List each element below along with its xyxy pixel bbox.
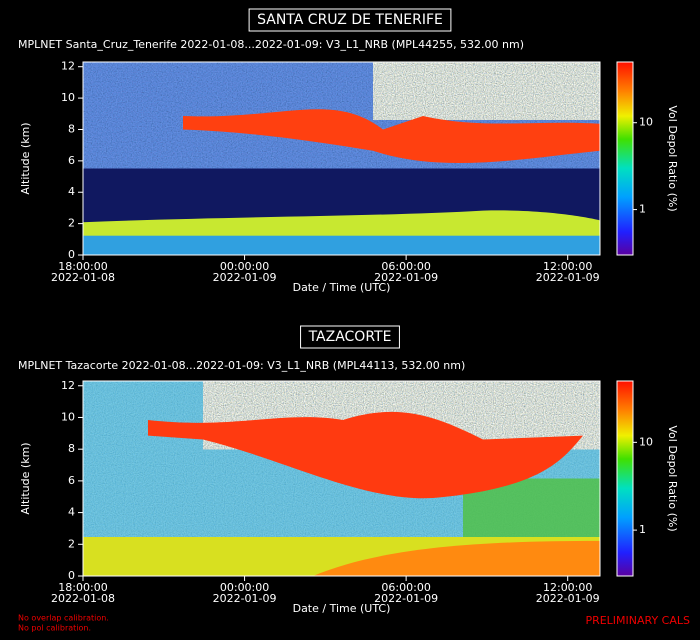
- y-tick-label: 6: [68, 154, 75, 167]
- colorbar: [616, 380, 634, 577]
- colorbar-tick-label: 10: [639, 116, 653, 129]
- plot-frame: [82, 380, 601, 577]
- colorbar-tick-label: 1: [639, 523, 646, 536]
- colorbar-tick-label: 10: [639, 435, 653, 448]
- y-tick-label: 10: [61, 91, 75, 104]
- title-box: [248, 8, 452, 32]
- colorbar: [616, 61, 634, 256]
- plot-frame: [82, 61, 601, 256]
- status: PRELIMINARY CALS: [585, 614, 690, 627]
- green-area: [463, 478, 600, 537]
- y-tick-label: 0: [68, 248, 75, 261]
- x-tick-label: 18:00:00: [58, 260, 107, 273]
- x-tick-date: 2022-01-09: [374, 271, 438, 284]
- x-tick-label: 06:00:00: [381, 260, 430, 273]
- title-box: [300, 325, 400, 349]
- noise-upper: [373, 62, 600, 120]
- note: No overlap calibration.: [18, 614, 109, 623]
- x-tick-date: 2022-01-09: [536, 271, 600, 284]
- y-tick-label: 6: [68, 474, 75, 487]
- x-tick-date: 2022-01-08: [51, 271, 115, 284]
- x-tick-date: 2022-01-09: [213, 271, 277, 284]
- x-tick-date: 2022-01-09: [374, 592, 438, 605]
- y-tick-label: 4: [68, 506, 75, 519]
- x-tick-date: 2022-01-09: [536, 592, 600, 605]
- layer-low: [83, 235, 600, 255]
- y-tick-label: 8: [68, 442, 75, 455]
- panel-title: SANTA CRUZ DE TENERIFE: [257, 12, 443, 28]
- cloud: [148, 411, 583, 499]
- y-tick-label: 8: [68, 122, 75, 135]
- y-axis-label: Altitude (km): [19, 122, 32, 194]
- x-tick-label: 06:00:00: [381, 581, 430, 594]
- colorbar-label: Vol Depol Ratio (%): [666, 425, 679, 531]
- note: No pol calibration.: [18, 624, 91, 633]
- x-tick-label: 00:00:00: [220, 260, 269, 273]
- y-tick-label: 2: [68, 537, 75, 550]
- y-tick-label: 12: [61, 379, 75, 392]
- panel-title: TAZACORTE: [308, 329, 392, 345]
- subtitle: MPLNET Tazacorte 2022-01-08...2022-01-09…: [18, 359, 465, 372]
- x-tick-label: 12:00:00: [543, 581, 592, 594]
- y-tick-label: 10: [61, 410, 75, 423]
- x-axis-label: Date / Time (UTC): [293, 281, 391, 294]
- heatmap: [83, 62, 600, 255]
- x-tick-label: 12:00:00: [543, 260, 592, 273]
- y-axis-label: Altitude (km): [19, 442, 32, 514]
- x-tick-label: 00:00:00: [220, 581, 269, 594]
- x-tick-date: 2022-01-09: [213, 592, 277, 605]
- heatmap: [83, 381, 600, 576]
- x-tick-label: 18:00:00: [58, 581, 107, 594]
- cloud: [183, 109, 600, 164]
- colorbar-tick-label: 1: [639, 203, 646, 216]
- colorbar-label: Vol Depol Ratio (%): [666, 105, 679, 211]
- y-tick-label: 12: [61, 60, 75, 73]
- layer-orange: [313, 540, 600, 576]
- y-tick-label: 0: [68, 569, 75, 582]
- subtitle: MPLNET Santa_Cruz_Tenerife 2022-01-08...…: [18, 38, 524, 51]
- x-tick-date: 2022-01-08: [51, 592, 115, 605]
- y-tick-label: 4: [68, 185, 75, 198]
- y-tick-label: 2: [68, 217, 75, 230]
- x-axis-label: Date / Time (UTC): [293, 602, 391, 615]
